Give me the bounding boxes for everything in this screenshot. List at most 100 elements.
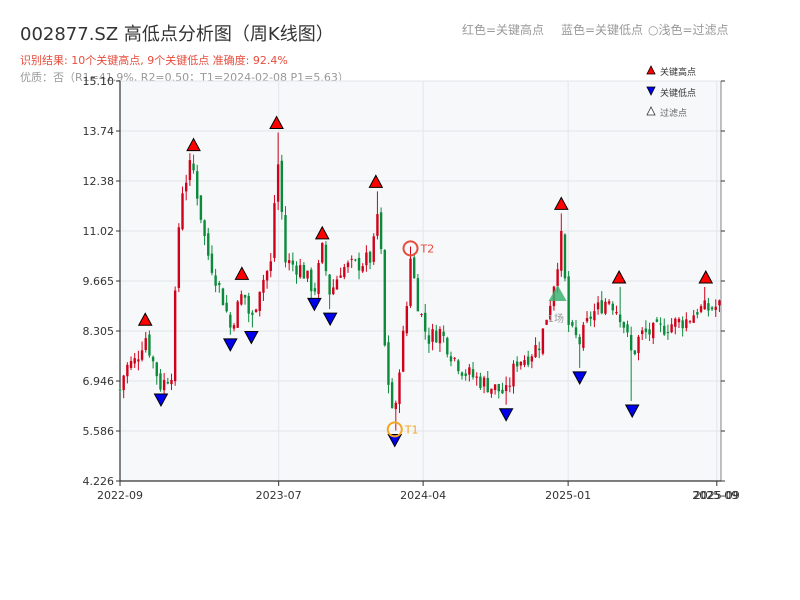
key-high-marker xyxy=(137,312,153,326)
candle-body xyxy=(596,302,600,310)
candle-body xyxy=(585,318,589,322)
candle-body xyxy=(674,318,677,327)
candle-body xyxy=(659,323,662,325)
candle-body xyxy=(538,348,541,351)
candle-body xyxy=(435,330,438,343)
candle-body xyxy=(685,319,688,329)
candle-body xyxy=(401,330,405,372)
candle-body xyxy=(567,276,570,325)
candle-body xyxy=(515,361,519,367)
candle-body xyxy=(541,328,545,354)
candle-body xyxy=(530,356,534,362)
candle-body xyxy=(332,287,335,295)
x-tick-label: 2022-09 xyxy=(97,489,143,502)
t2-circle xyxy=(402,240,419,257)
legend-high-label: 关键高点 xyxy=(660,68,697,78)
legend-item-filtered: 过滤点 xyxy=(645,106,687,119)
candle-body xyxy=(714,306,717,310)
candle-body xyxy=(379,212,383,250)
candle-body xyxy=(207,233,210,256)
candle-body xyxy=(710,307,714,310)
candle-body xyxy=(240,294,243,305)
candle-body xyxy=(442,331,445,337)
candle-body xyxy=(181,193,184,230)
candle-body xyxy=(236,301,239,328)
candle-body xyxy=(549,305,552,320)
candle-body xyxy=(221,288,225,306)
candle-body xyxy=(626,324,629,333)
candle-body xyxy=(453,357,456,359)
candle-body xyxy=(431,329,434,342)
candle-body xyxy=(372,236,375,262)
candle-body xyxy=(589,316,592,319)
candle-body xyxy=(214,275,217,286)
candle-body xyxy=(468,367,471,375)
candle-body xyxy=(162,380,166,391)
candle-body xyxy=(140,350,144,360)
candle-body xyxy=(126,364,129,377)
candle-body xyxy=(387,342,390,385)
candle-body xyxy=(618,314,622,323)
candle-body xyxy=(692,315,695,323)
key-low-marker xyxy=(222,338,238,352)
candle-body xyxy=(486,377,489,393)
candle-body xyxy=(229,314,232,328)
candle-body xyxy=(493,384,497,391)
candle-body xyxy=(280,160,284,212)
candle-body xyxy=(118,389,122,391)
candle-body xyxy=(611,303,614,311)
candle-body xyxy=(464,373,467,376)
legend-low-label: 关键低点 xyxy=(660,89,697,99)
candle-body xyxy=(361,266,364,272)
candle-body xyxy=(199,195,203,220)
key-low-marker xyxy=(387,433,403,448)
candle-body xyxy=(633,350,637,355)
candle-body xyxy=(446,337,449,355)
candle-body xyxy=(545,319,548,325)
candle-body xyxy=(383,249,386,346)
key-high-marker xyxy=(234,266,250,280)
candle-body xyxy=(688,321,692,323)
candle-body xyxy=(416,278,420,312)
y-tick-label: 12.38 xyxy=(83,175,115,188)
key-low-marker xyxy=(153,393,169,408)
x-tick-label: 2023-07 xyxy=(256,489,302,502)
candle-body xyxy=(225,302,228,312)
legend-blue-note: 蓝色=关键低点 xyxy=(561,23,644,37)
candle-body xyxy=(571,322,574,326)
candle-body xyxy=(324,244,328,272)
candle-body xyxy=(703,300,706,310)
candle-body xyxy=(196,171,199,199)
candle-body xyxy=(302,264,306,279)
legend-item-low: 关键低点 xyxy=(645,86,696,99)
candle-body xyxy=(644,328,648,333)
filtered-point-label: 1场 xyxy=(548,312,564,325)
candle-body xyxy=(173,290,177,382)
legend-light-note: ○浅色=过滤点 xyxy=(648,23,729,37)
candle-body xyxy=(523,360,526,365)
chart-title: 002877.SZ 高低点分析图（周K线图） xyxy=(20,24,334,45)
candle-body xyxy=(151,356,155,362)
candle-body xyxy=(622,322,626,328)
candle-body xyxy=(317,263,320,294)
candle-body xyxy=(578,336,581,345)
candle-body xyxy=(681,320,684,329)
candle-body xyxy=(670,324,673,333)
key-low-marker xyxy=(498,408,514,422)
candle-body xyxy=(265,271,269,281)
candle-body xyxy=(247,295,250,314)
candle-body xyxy=(188,160,192,181)
filtered-point-marker xyxy=(548,285,567,302)
candle-body xyxy=(648,329,651,335)
candle-body xyxy=(343,267,346,278)
candle-body xyxy=(232,325,236,329)
candle-body xyxy=(696,312,699,315)
candle-body xyxy=(218,283,221,286)
key-low-marker xyxy=(307,297,322,312)
key-low-marker xyxy=(322,312,338,327)
candle-body xyxy=(137,359,140,362)
candle-body xyxy=(449,356,453,362)
candle-body xyxy=(497,384,500,392)
candle-body xyxy=(519,361,523,366)
candle-body xyxy=(298,265,302,278)
